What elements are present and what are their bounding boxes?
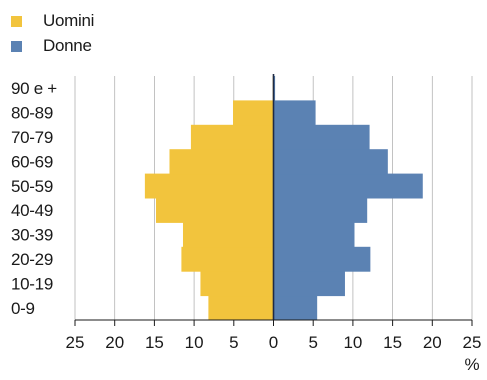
legend-item-donne: Donne xyxy=(11,36,92,56)
bar-uomini-60-69 xyxy=(169,149,274,175)
bar-uomini-80-89 xyxy=(233,100,274,126)
x-tick-label: 20 xyxy=(423,333,442,352)
category-label: 0-9 xyxy=(11,299,35,318)
x-unit-label: % xyxy=(464,355,479,374)
bar-uomini-20-29 xyxy=(181,246,274,272)
bar-donne-40-49 xyxy=(273,198,368,223)
x-tick-label: 20 xyxy=(105,333,124,352)
x-tick-label: 25 xyxy=(66,333,85,352)
x-tick-label: 5 xyxy=(229,333,238,352)
x-tick-label: 10 xyxy=(343,333,362,352)
bar-uomini-50-59 xyxy=(144,173,274,199)
category-label: 40-49 xyxy=(11,201,53,220)
bar-donne-0-9 xyxy=(273,295,318,321)
legend-swatch-donne xyxy=(11,40,22,52)
x-tick-label: 15 xyxy=(145,333,164,352)
x-tick-label: 15 xyxy=(383,333,402,352)
category-label: 10-19 xyxy=(11,274,53,293)
legend-label-donne: Donne xyxy=(43,36,92,55)
legend-item-uomini: Uomini xyxy=(11,11,94,31)
category-label: 60-69 xyxy=(11,152,53,171)
x-tick-label: 25 xyxy=(463,333,482,352)
bar-uomini-70-79 xyxy=(190,124,274,150)
bar-donne-20-29 xyxy=(273,246,371,272)
bar-donne-10-19 xyxy=(273,271,345,297)
category-label: 50-59 xyxy=(11,177,53,196)
category-label: 80-89 xyxy=(11,104,53,123)
category-label: 30-39 xyxy=(11,226,53,245)
x-tick-label: 5 xyxy=(308,333,317,352)
category-label: 70-79 xyxy=(11,128,53,147)
x-tick-label: 10 xyxy=(185,333,204,352)
legend-swatch-uomini xyxy=(11,15,22,27)
bar-uomini-10-19 xyxy=(200,271,274,297)
bar-donne-60-69 xyxy=(273,149,388,175)
category-label: 90 e + xyxy=(11,79,57,98)
bar-donne-30-39 xyxy=(273,222,355,248)
bar-donne-50-59 xyxy=(273,173,423,199)
bar-uomini-0-9 xyxy=(208,295,274,321)
bar-donne-80-89 xyxy=(273,100,316,126)
bar-uomini-30-39 xyxy=(182,222,274,248)
bar-donne-70-79 xyxy=(273,124,370,150)
category-label: 20-29 xyxy=(11,250,53,269)
x-tick-label: 0 xyxy=(269,333,278,352)
legend-label-uomini: Uomini xyxy=(43,11,95,30)
bar-uomini-40-49 xyxy=(155,198,274,223)
